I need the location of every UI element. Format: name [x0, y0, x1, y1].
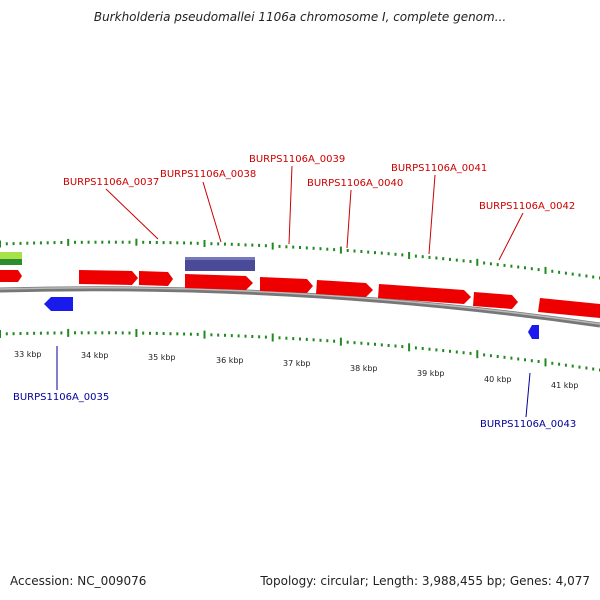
scale-label: 39 kbp [417, 369, 445, 378]
gene-arrow-0043f[interactable] [538, 298, 600, 318]
scale-label: 40 kbp [484, 375, 512, 384]
genome-stats-text: Topology: circular; Length: 3,988,455 bp… [260, 574, 590, 588]
gene-arrow-0037b[interactable] [139, 271, 173, 286]
gene-arrow-0042[interactable] [473, 292, 518, 309]
scale-label: 38 kbp [350, 364, 378, 373]
rna-feature-0038[interactable] [185, 257, 255, 271]
gene-arrow-0039[interactable] [260, 277, 313, 293]
gene-label-0037[interactable]: BURPS1106A_0037 [63, 177, 159, 188]
gene-label-0042[interactable]: BURPS1106A_0042 [479, 201, 575, 212]
accession-text: Accession: NC_009076 [10, 574, 147, 588]
gene-label-0043[interactable]: BURPS1106A_0043 [480, 419, 576, 430]
green-feature[interactable] [0, 252, 22, 259]
scale-label: 34 kbp [81, 351, 109, 360]
scale-label: 36 kbp [216, 356, 244, 365]
gene-arrow-0043[interactable] [528, 325, 539, 339]
scale-label: 35 kbp [148, 353, 176, 362]
scale-labels: 33 kbp 34 kbp 35 kbp 36 kbp 37 kbp 38 kb… [14, 350, 579, 390]
gene-label-0035[interactable]: BURPS1106A_0035 [13, 392, 109, 403]
chromosome-backbone [0, 286, 600, 328]
map-title: Burkholderia pseudomallei 1106a chromoso… [93, 10, 507, 24]
gene-arrow-0041[interactable] [378, 284, 471, 304]
gene-arrow-0037[interactable] [79, 270, 138, 285]
scale-label: 33 kbp [14, 350, 42, 359]
outer-tick-ring [0, 238, 600, 280]
gene-arrow-0035[interactable] [44, 297, 73, 311]
gene-label-0039[interactable]: BURPS1106A_0039 [249, 154, 345, 165]
gene-arrow-0040[interactable] [316, 280, 373, 297]
gene-label-0038[interactable]: BURPS1106A_0038 [160, 169, 256, 180]
scale-label: 37 kbp [283, 359, 311, 368]
inner-tick-ring [0, 328, 600, 372]
gene-arrow-0036[interactable] [0, 270, 22, 282]
gene-arrow-0038[interactable] [185, 274, 253, 290]
gene-label-0040[interactable]: BURPS1106A_0040 [307, 178, 403, 189]
scale-label: 41 kbp [551, 381, 579, 390]
gene-label-0041[interactable]: BURPS1106A_0041 [391, 163, 487, 174]
